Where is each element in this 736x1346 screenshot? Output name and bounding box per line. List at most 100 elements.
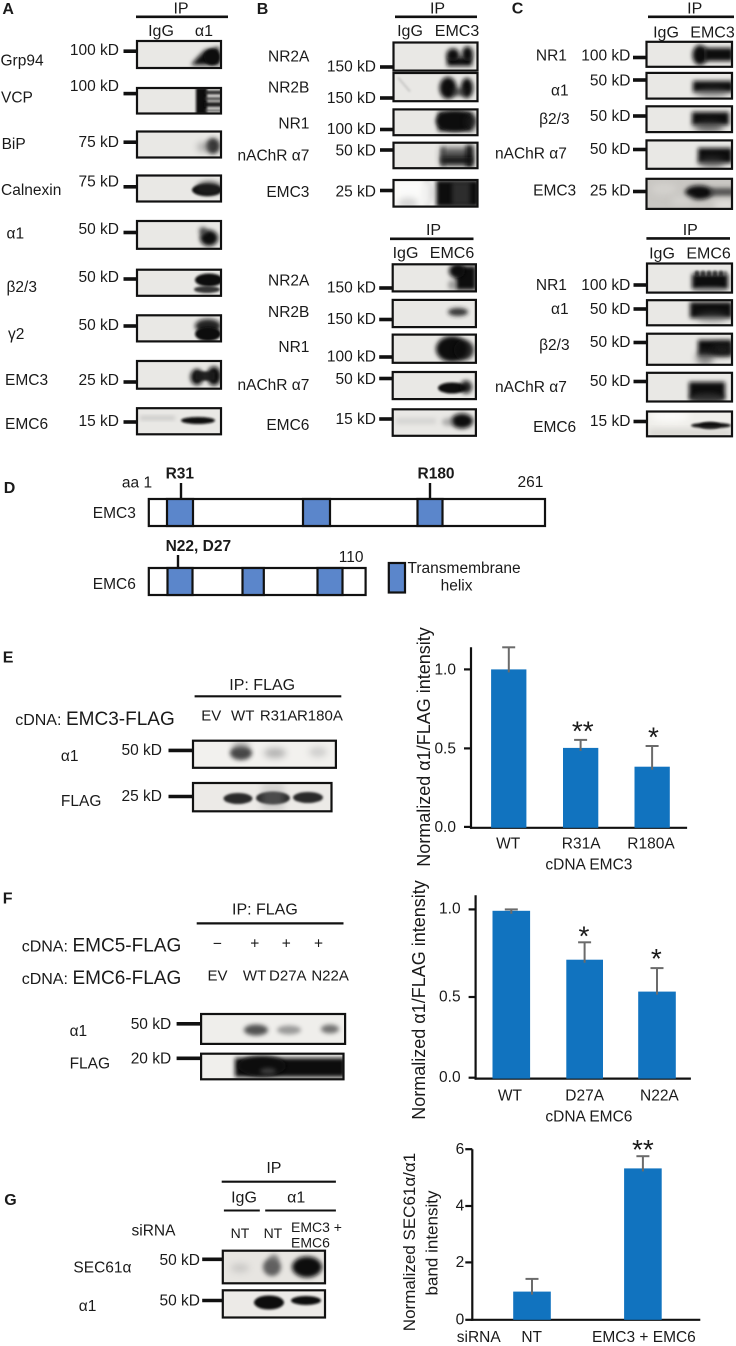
svg-text:NR2A: NR2A [268,49,310,66]
svg-text:50 kD: 50 kD [590,141,631,158]
svg-text:100 kD: 100 kD [70,42,119,59]
svg-text:α1: α1 [195,23,213,40]
svg-text:FLAG: FLAG [61,793,101,810]
svg-text:15 kD: 15 kD [336,411,377,428]
svg-text:α1: α1 [7,226,25,243]
svg-text:25 kD: 25 kD [122,788,163,805]
svg-text:EMC3: EMC3 [93,505,136,522]
svg-text:110: 110 [339,549,364,566]
svg-text:25 kD: 25 kD [336,183,377,200]
svg-text:α1: α1 [70,1023,88,1040]
svg-text:EMC3: EMC3 [266,184,309,201]
svg-text:Normalized α1/FLAG intensity: Normalized α1/FLAG intensity [414,627,434,867]
svg-text:+: + [250,935,259,952]
svg-text:75 kD: 75 kD [79,174,120,191]
svg-text:γ2: γ2 [8,326,24,343]
svg-text:0.5: 0.5 [434,741,456,758]
svg-text:R31A: R31A [260,708,298,725]
svg-text:150 kD: 150 kD [327,311,376,328]
svg-text:α1: α1 [287,1190,305,1207]
svg-text:261: 261 [518,474,544,491]
svg-text:EMC6: EMC6 [5,416,48,433]
svg-text:50 kD: 50 kD [590,72,631,89]
svg-text:α1: α1 [551,82,569,99]
svg-text:100 kD: 100 kD [581,48,630,65]
svg-text:50 kD: 50 kD [590,108,631,125]
svg-text:50 kD: 50 kD [122,742,163,759]
svg-text:siRNA: siRNA [132,1223,177,1240]
svg-text:N22A: N22A [640,1088,679,1105]
svg-text:R31A: R31A [562,836,601,853]
svg-text:−: − [213,935,222,952]
svg-text:100 kD: 100 kD [327,121,376,138]
svg-text:100 kD: 100 kD [327,348,376,365]
svg-text:β2/3: β2/3 [7,279,37,296]
svg-text:siRNA: siRNA [457,1329,502,1346]
svg-text:IP: FLAG: IP: FLAG [232,902,298,919]
svg-text:IP: IP [687,0,702,17]
svg-text:*: * [648,722,659,753]
svg-text:IP: IP [426,222,441,239]
svg-text:50 kD: 50 kD [590,334,631,351]
svg-text:WT: WT [243,967,266,984]
svg-text:α1: α1 [79,1298,97,1315]
svg-text:nAChR α7: nAChR α7 [495,379,567,396]
svg-text:EMC3 + EMC6: EMC3 + EMC6 [592,1329,696,1346]
svg-text:1.0: 1.0 [439,901,461,918]
svg-text:EMC6: EMC6 [686,246,731,263]
svg-text:cDNA:: cDNA: [22,939,68,956]
svg-text:100 kD: 100 kD [581,277,630,294]
svg-text:G: G [4,1192,16,1209]
svg-text:EMC3-FLAG: EMC3-FLAG [66,709,175,730]
svg-text:*: * [651,943,662,974]
svg-text:R31: R31 [166,466,195,483]
svg-text:EMC3: EMC3 [690,24,735,41]
svg-text:cDNA EMC6: cDNA EMC6 [545,1108,632,1125]
svg-text:EMC6: EMC6 [93,576,136,593]
svg-text:nAChR α7: nAChR α7 [495,145,567,162]
svg-text:β2/3: β2/3 [539,111,569,128]
svg-text:D27A: D27A [269,967,307,984]
svg-text:100 kD: 100 kD [70,78,119,95]
svg-text:Normalized α1/FLAG intensity: Normalized α1/FLAG intensity [409,880,429,1120]
svg-text:IP: IP [173,0,188,17]
svg-text:50 kD: 50 kD [79,317,120,334]
svg-text:Grp94: Grp94 [1,53,44,70]
svg-text:D: D [4,480,16,497]
svg-text:R180A: R180A [297,708,343,725]
svg-text:15 kD: 15 kD [590,413,631,430]
svg-text:aa 1: aa 1 [122,474,152,491]
svg-text:EV: EV [207,967,227,984]
svg-text:N22A: N22A [311,967,349,984]
svg-text:**: ** [572,716,594,747]
svg-text:WT: WT [498,1088,523,1105]
svg-text:+: + [314,935,323,952]
svg-text:β2/3: β2/3 [539,337,569,354]
svg-text:50 kD: 50 kD [160,1252,201,1269]
svg-text:NR1: NR1 [536,48,567,65]
svg-text:α1: α1 [61,748,79,765]
svg-text:50 kD: 50 kD [79,221,120,238]
svg-text:WT: WT [231,708,254,725]
svg-text:NR2A: NR2A [268,272,310,289]
svg-text:IP: IP [683,222,698,239]
svg-text:NR1: NR1 [278,339,309,356]
svg-text:C: C [512,0,524,17]
svg-text:nAChR α7: nAChR α7 [238,148,310,165]
svg-text:EV: EV [201,708,221,725]
svg-text:25 kD: 25 kD [590,183,631,200]
svg-text:NR1: NR1 [536,277,567,294]
svg-text:NR2B: NR2B [268,80,309,97]
svg-text:**: ** [632,1134,654,1165]
svg-text:EMC6: EMC6 [533,419,576,436]
svg-text:IP: FLAG: IP: FLAG [229,677,295,694]
svg-text:+: + [282,935,291,952]
svg-text:EMC6-FLAG: EMC6-FLAG [73,968,182,989]
svg-text:IgG: IgG [653,24,679,41]
svg-text:R180A: R180A [627,836,675,853]
svg-text:E: E [3,649,14,666]
svg-text:BiP: BiP [2,136,26,153]
svg-text:2: 2 [456,1254,465,1271]
svg-text:0: 0 [456,1311,465,1328]
svg-text:cDNA:: cDNA: [15,712,61,729]
